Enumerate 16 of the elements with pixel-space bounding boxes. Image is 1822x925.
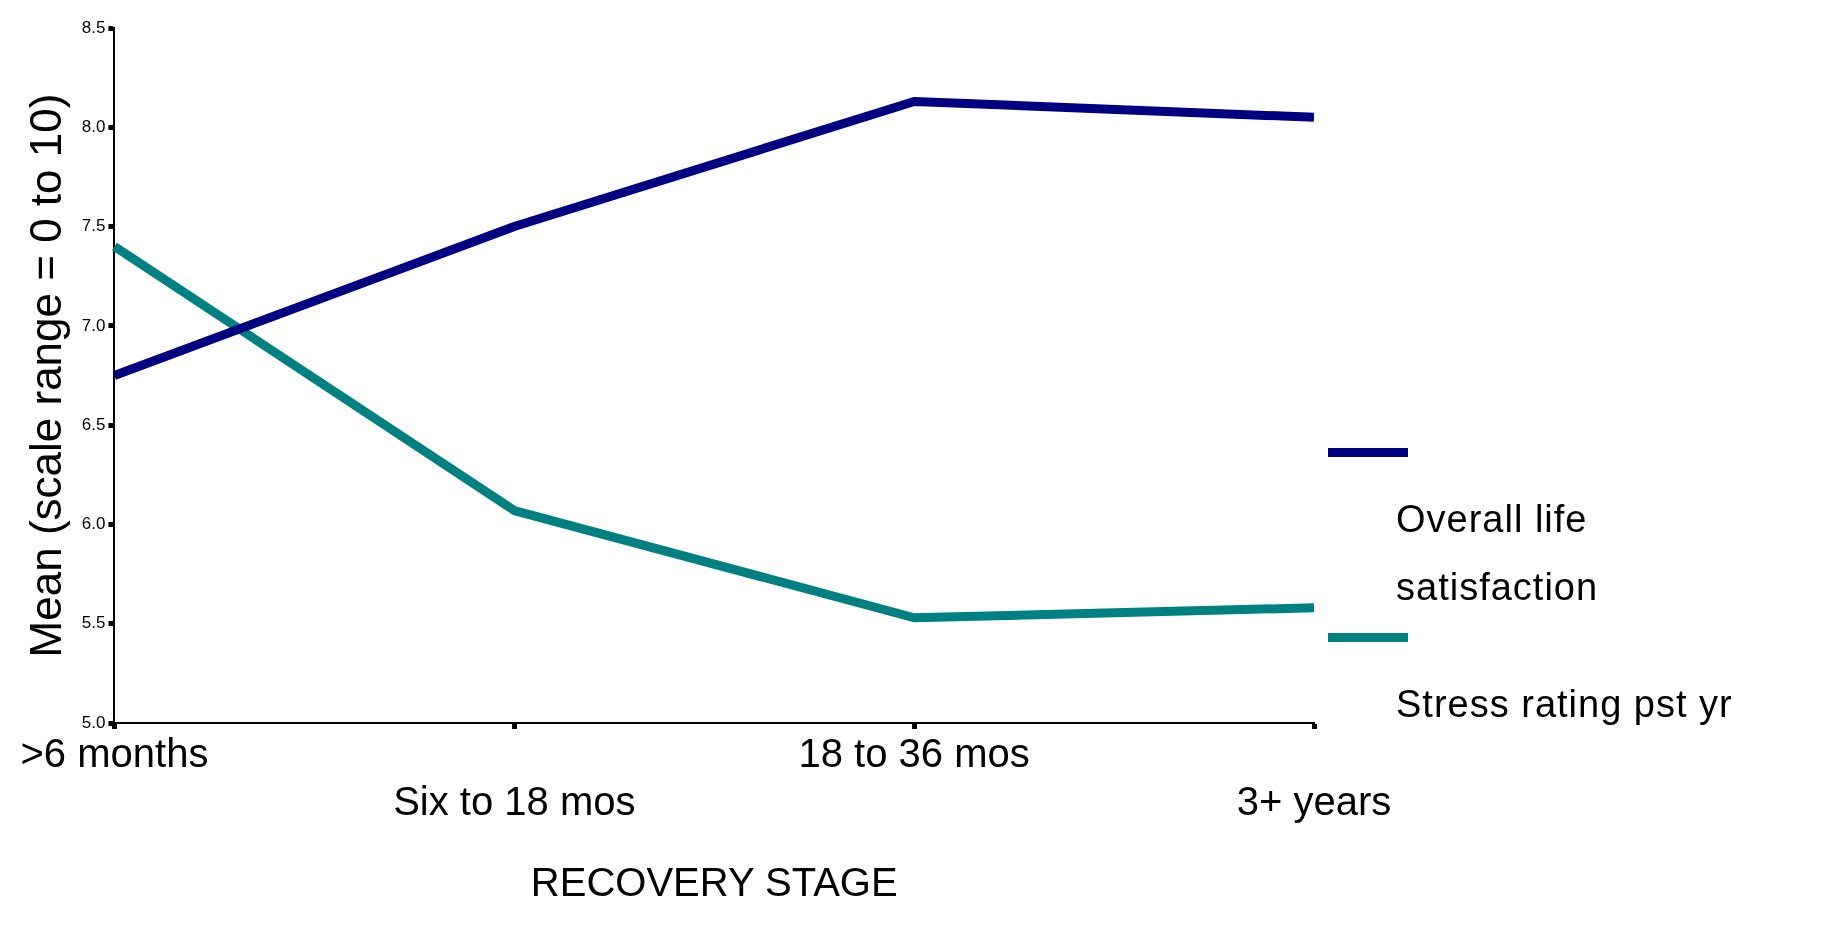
y-tick-label: 8.0: [81, 116, 106, 136]
x-tick-label: 18 to 36 mos: [798, 731, 1030, 776]
y-tick-label: 8.5: [81, 17, 106, 37]
x-axis-title: RECOVERY STAGE: [530, 860, 898, 905]
x-tick-label: Six to 18 mos: [393, 779, 636, 824]
x-tick-label: >6 months: [20, 731, 209, 776]
y-tick-label: 7.5: [81, 216, 106, 236]
y-tick-label: 7.0: [81, 315, 106, 335]
y-tick-label: 5.0: [81, 712, 106, 732]
legend-label: Overall life satisfaction: [1396, 497, 1600, 610]
y-tick-label: 6.0: [81, 514, 106, 534]
y-tick-label: 5.5: [81, 613, 106, 633]
y-axis-title: Mean (scale range = 0 to 10): [20, 93, 70, 658]
y-tick-label: 6.5: [81, 414, 106, 434]
legend-label: Stress rating pst yr: [1396, 682, 1733, 727]
x-tick-label: 3+ years: [1236, 779, 1392, 824]
